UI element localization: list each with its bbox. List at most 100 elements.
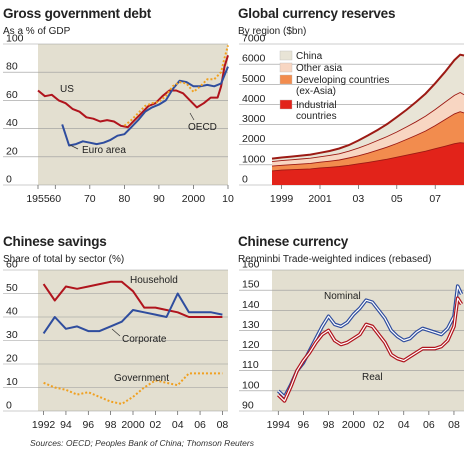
x-tick-label: 03 [353,193,365,205]
x-tick-label: 80 [119,193,131,205]
x-tick-label: 70 [84,193,96,205]
y-tick-label: 20 [6,353,18,365]
series-line [37,55,229,129]
annotation-leader [69,144,79,150]
y-tick-label: 100 [6,33,24,45]
x-tick-label: 98 [105,419,117,431]
plot-area [38,44,228,185]
x-tick-label: 05 [391,193,403,205]
legend-label: Other asia [296,63,343,74]
y-tick-label: 5000 [242,73,266,85]
series-line [42,292,223,334]
x-tick-label: 90 [153,193,165,205]
y-tick-label: 4000 [242,93,266,105]
chart-title: Global currency reserves [238,6,396,21]
area-other-asia [272,92,464,167]
panel-gov-debt: Gross government debt As a % of GDP 0 20 4… [0,0,234,228]
area-china [272,54,464,162]
chart-subtitle: Renminbi Trade-weighted indices (rebased… [238,254,432,265]
x-tick-label: 02 [150,419,162,431]
y-tick-label: 0 [6,174,12,186]
series-line [123,45,229,127]
y-tick-label: 140 [242,299,260,311]
annotation-leader [111,328,121,337]
y-tick-label: 50 [6,282,18,294]
annotation-euro-area: Euro area [82,145,126,156]
chart-svg: 0 1000 2000 3000 4000 5000 6000 7000 1999 2001 03 0… [239,33,465,205]
series-line [42,280,223,318]
y-tick-label: 150 [242,279,260,291]
annotation-oecd: OECD [188,122,217,133]
x-tick-label: 10 [222,193,234,205]
x-tick-label: 1999 [270,193,294,205]
y-tick-label: 80 [6,61,18,73]
y-tick-label: 130 [242,319,260,331]
x-tick-label: 94 [60,419,72,431]
legend-swatch [279,74,293,85]
x-tick-label: 2000 [121,419,145,431]
x-tick-label: 1992 [32,419,56,431]
area-boundary [271,111,465,167]
x-tick-label: 60 [49,193,61,205]
y-tick-label: 20 [6,145,18,157]
x-tick-label: 07 [429,193,441,205]
y-tick-label: 0 [242,174,248,186]
x-tick-label: 96 [82,419,94,431]
x-tick-label: 04 [398,419,410,431]
x-tick-label: 06 [423,419,435,431]
annotation-leader [189,112,195,121]
annotation-us: US [60,84,74,95]
chart-svg: 0 10 20 30 40 50 60 1992 94 96 98 2000 02 04 06 08 House… [3,259,228,431]
annotation-government: Government [114,373,169,384]
y-tick-label: 0 [6,400,12,412]
y-tick-label: 10 [6,376,18,388]
annotation-corporate: Corporate [122,334,167,345]
y-tick-label: 90 [242,400,254,412]
y-tick-label: 2000 [242,133,266,145]
x-tick-label: 2000 [182,193,206,205]
legend-label: China [296,51,323,62]
x-tick-label: 1955 [26,193,50,205]
area-boundary [271,53,465,160]
x-tick-label: 2001 [308,193,332,205]
chart-title: Gross government debt [3,6,152,21]
x-tick-label: 2000 [342,419,366,431]
legend-swatch [279,50,293,61]
x-tick-label: 08 [448,419,460,431]
y-tick-label: 100 [242,379,260,391]
y-tick-label: 1000 [242,153,266,165]
chart-subtitle: By region ($bn) [238,26,307,37]
x-tick-label: 04 [172,419,184,431]
y-tick-label: 40 [6,117,18,129]
chart-title: Chinese savings [3,234,107,249]
y-tick-label: 160 [242,259,260,271]
legend-label: Industrial [296,100,337,111]
series-line [61,66,229,147]
y-tick-label: 3000 [242,113,266,125]
area-boundary [271,142,465,172]
panel-chinese-savings: Chinese savings Share of total by sector… [0,228,232,456]
plot-area [272,270,464,411]
y-tick-label: 60 [6,259,18,271]
chart-svg: 90 100 110 120 130 140 150 160 1994 96 98 2000 02 04 0… [239,259,464,431]
panel-chinese-currency: Chinese currency Renminbi Trade-weighted… [236,228,468,456]
annotation-nominal: Nominal [324,291,361,302]
y-tick-label: 120 [242,339,260,351]
x-tick-label: 96 [298,419,310,431]
annotation-household: Household [130,275,178,286]
chart-subtitle: Share of total by sector (%) [3,254,125,265]
legend-label: countries [296,111,337,122]
x-tick-label: 06 [194,419,206,431]
y-tick-label: 40 [6,306,18,318]
legend-swatch [279,99,293,110]
panel-currency-reserves: Global currency reserves By region ($bn)… [236,0,468,228]
chart-subtitle: As a % of GDP [3,26,71,37]
y-tick-label: 30 [6,329,18,341]
y-tick-label: 110 [242,359,259,371]
y-tick-label: 60 [6,89,18,101]
x-tick-label: 02 [373,419,385,431]
source-note: Sources: OECD; Peoples Bank of China; Th… [30,438,254,448]
x-tick-label: 98 [323,419,335,431]
legend-swatch [279,62,293,73]
